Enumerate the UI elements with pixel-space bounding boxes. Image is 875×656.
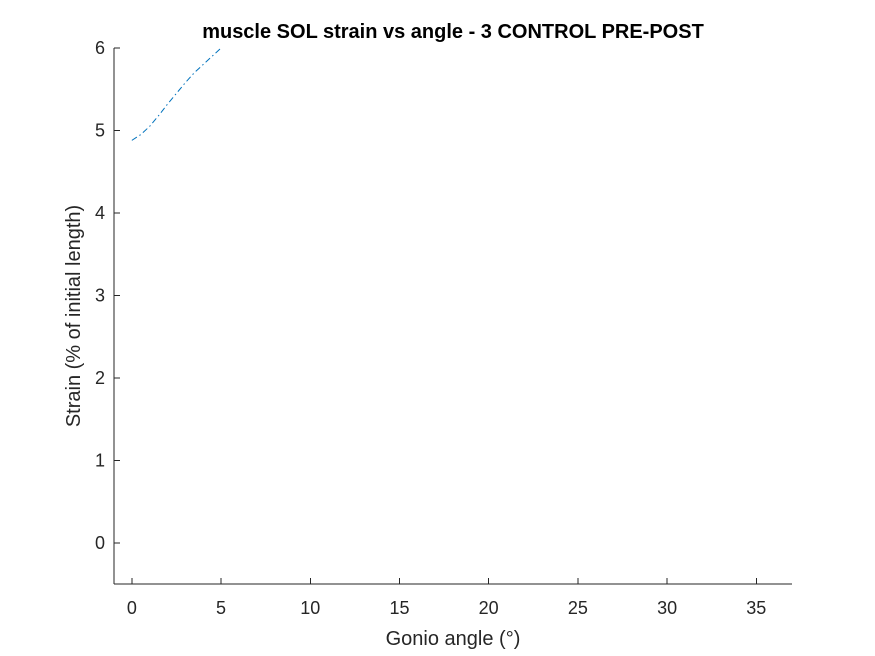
plot-area: 0 5 10 15 20 25 30 35 0 1 2 3 4 5 6 — [95, 38, 792, 618]
y-tick-label: 4 — [95, 203, 105, 223]
y-tick-label: 6 — [95, 38, 105, 58]
y-tick-label: 2 — [95, 368, 105, 388]
x-tick-label: 0 — [127, 598, 137, 618]
chart-title: muscle SOL strain vs angle - 3 CONTROL P… — [202, 21, 704, 43]
y-tick-label: 0 — [95, 533, 105, 553]
x-tick-label: 5 — [216, 598, 226, 618]
x-axis-ticks: 0 5 10 15 20 25 30 35 — [127, 578, 766, 618]
y-tick-label: 1 — [95, 450, 105, 470]
x-tick-label: 15 — [389, 598, 409, 618]
x-tick-label: 35 — [746, 598, 766, 618]
x-tick-label: 10 — [300, 598, 320, 618]
y-tick-label: 5 — [95, 120, 105, 140]
series-line — [131, 47, 222, 141]
y-axis-label: Strain (% of initial length) — [63, 205, 85, 427]
x-tick-label: 20 — [479, 598, 499, 618]
x-axis-label: Gonio angle (°) — [386, 628, 521, 650]
x-tick-label: 25 — [568, 598, 588, 618]
x-tick-label: 30 — [657, 598, 677, 618]
y-axis-ticks: 0 1 2 3 4 5 6 — [95, 38, 120, 553]
y-tick-label: 3 — [95, 285, 105, 305]
series-layer — [131, 47, 222, 141]
